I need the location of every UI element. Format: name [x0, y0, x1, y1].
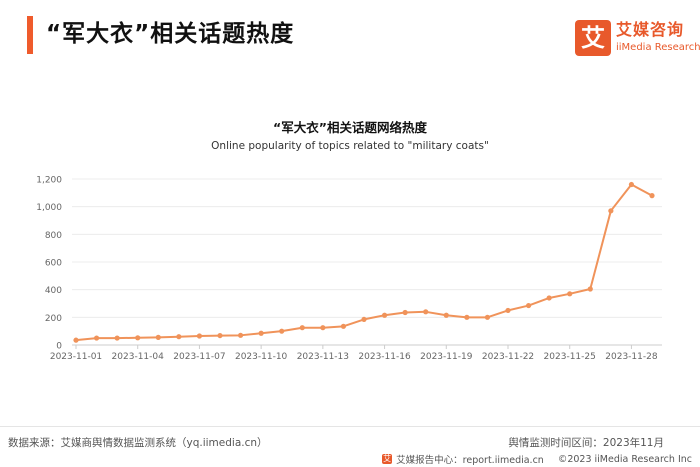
brand-logo: 艾 艾媒咨询 iiMedia Research [575, 20, 700, 56]
x-tick-label: 2023-11-10 [235, 352, 288, 362]
data-point [361, 316, 367, 323]
monitoring-period: 舆情监测时间区间：2023年11月 [508, 437, 664, 449]
x-tick-label: 2023-11-25 [544, 352, 596, 362]
y-tick-label: 800 [45, 231, 62, 241]
x-tick-label: 2023-11-04 [112, 352, 165, 362]
copyright: ©2023 iiMedia Research Inc [557, 453, 692, 465]
footer-divider [0, 426, 700, 427]
data-point [155, 334, 161, 340]
y-tick-label: 0 [56, 342, 62, 352]
data-point [587, 286, 593, 292]
x-tick-label: 2023-11-01 [50, 352, 102, 362]
data-point [546, 295, 552, 301]
y-axis: 0 200 400 600 800 1,000 1,200 [36, 176, 62, 352]
data-point [381, 312, 388, 318]
y-tick-label: 600 [45, 259, 62, 269]
data-source: 数据来源：艾媒商舆情数据监测系统（yq.iimedia.cn） [8, 437, 268, 449]
report-site[interactable]: 艾媒报告中心：report.iimedia.cn [396, 455, 544, 466]
data-point [279, 328, 285, 334]
data-point [340, 323, 347, 329]
data-point [464, 314, 470, 320]
gridlines [72, 178, 662, 318]
logo-mark: 艾 [575, 20, 611, 56]
data-point [258, 330, 264, 336]
y-tick-label: 1,200 [36, 176, 62, 186]
data-point [320, 325, 326, 331]
x-tick-label: 2023-11-13 [297, 352, 349, 362]
y-tick-label: 200 [45, 314, 62, 324]
data-point [608, 208, 614, 214]
data-point [423, 309, 429, 315]
y-tick-label: 1,000 [36, 203, 62, 213]
data-point [217, 332, 223, 339]
series [73, 181, 655, 343]
data-point [402, 309, 408, 316]
data-point [567, 291, 573, 297]
logo-name-en: iiMedia Research [616, 42, 700, 53]
data-point [628, 181, 635, 188]
report-center-icon: 艾 [382, 454, 393, 464]
chart-subtitle: Online popularity of topics related to "… [211, 140, 489, 152]
x-tick-label: 2023-11-16 [358, 352, 411, 362]
data-point [93, 335, 100, 341]
data-point [484, 314, 491, 320]
logo-name-cn: 艾媒咨询 [616, 20, 685, 39]
x-axis: 2023-11-01 2023-11-04 2023-11-07 2023-11-10… [50, 344, 662, 362]
data-point [73, 337, 79, 343]
data-point [176, 334, 182, 340]
data-point [135, 335, 141, 341]
data-point [649, 193, 655, 199]
x-tick-label: 2023-11-07 [173, 352, 225, 362]
data-point [525, 302, 532, 309]
data-point [443, 312, 449, 318]
x-tick-label: 2023-11-22 [482, 352, 534, 362]
title-accent-bar [27, 16, 33, 54]
chart-title: “军大衣”相关话题网络热度 [273, 120, 427, 135]
x-tick-label: 2023-11-28 [605, 352, 658, 362]
x-tick-label: 2023-11-19 [420, 352, 473, 362]
data-point [299, 325, 305, 331]
data-point [505, 307, 511, 314]
data-point [237, 332, 244, 338]
bottom-bar: 艾 艾媒报告中心：report.iimedia.cn ©2023 iiMedia… [382, 452, 692, 466]
page-title: “军大衣”相关话题热度 [46, 21, 295, 47]
data-point [114, 335, 120, 341]
data-point [196, 333, 203, 339]
y-tick-label: 400 [45, 286, 62, 296]
